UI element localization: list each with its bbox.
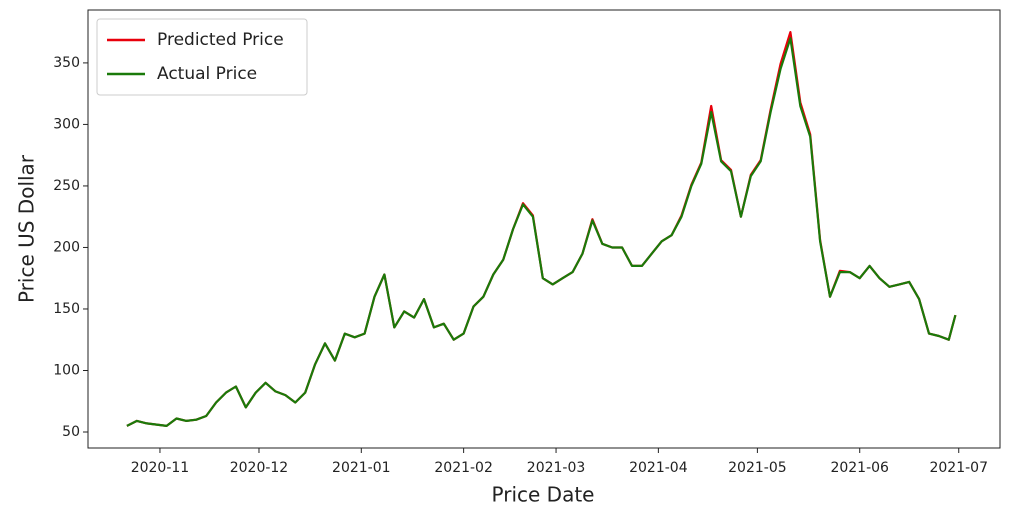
y-tick-label: 250 [53, 178, 80, 194]
x-tick-label: 2021-02 [434, 460, 493, 476]
y-tick-label: 350 [53, 55, 80, 71]
y-tick-label: 150 [53, 301, 80, 317]
y-tick-label: 50 [62, 424, 80, 440]
y-tick-label: 300 [53, 116, 80, 132]
y-tick-label: 100 [53, 362, 80, 378]
plot-frame [87, 9, 1001, 449]
x-tick-label: 2021-05 [728, 460, 787, 476]
price-line [126, 37, 957, 427]
legend-label: Predicted Price [157, 30, 284, 50]
x-tick-label: 2020-11 [131, 460, 190, 476]
y-tick-label: 200 [53, 239, 80, 255]
y-axis-label: Price US Dollar [15, 154, 39, 303]
x-tick-label: 2021-06 [830, 460, 889, 476]
x-tick-label: 2020-12 [230, 460, 289, 476]
x-axis-label: Price Date [492, 483, 595, 507]
x-tick-label: 2021-01 [332, 460, 391, 476]
legend-label: Actual Price [157, 64, 257, 84]
x-tick-label: 2021-04 [629, 460, 688, 476]
x-tick-label: 2021-07 [929, 460, 988, 476]
legend-box [96, 18, 308, 96]
x-tick-label: 2021-03 [527, 460, 586, 476]
